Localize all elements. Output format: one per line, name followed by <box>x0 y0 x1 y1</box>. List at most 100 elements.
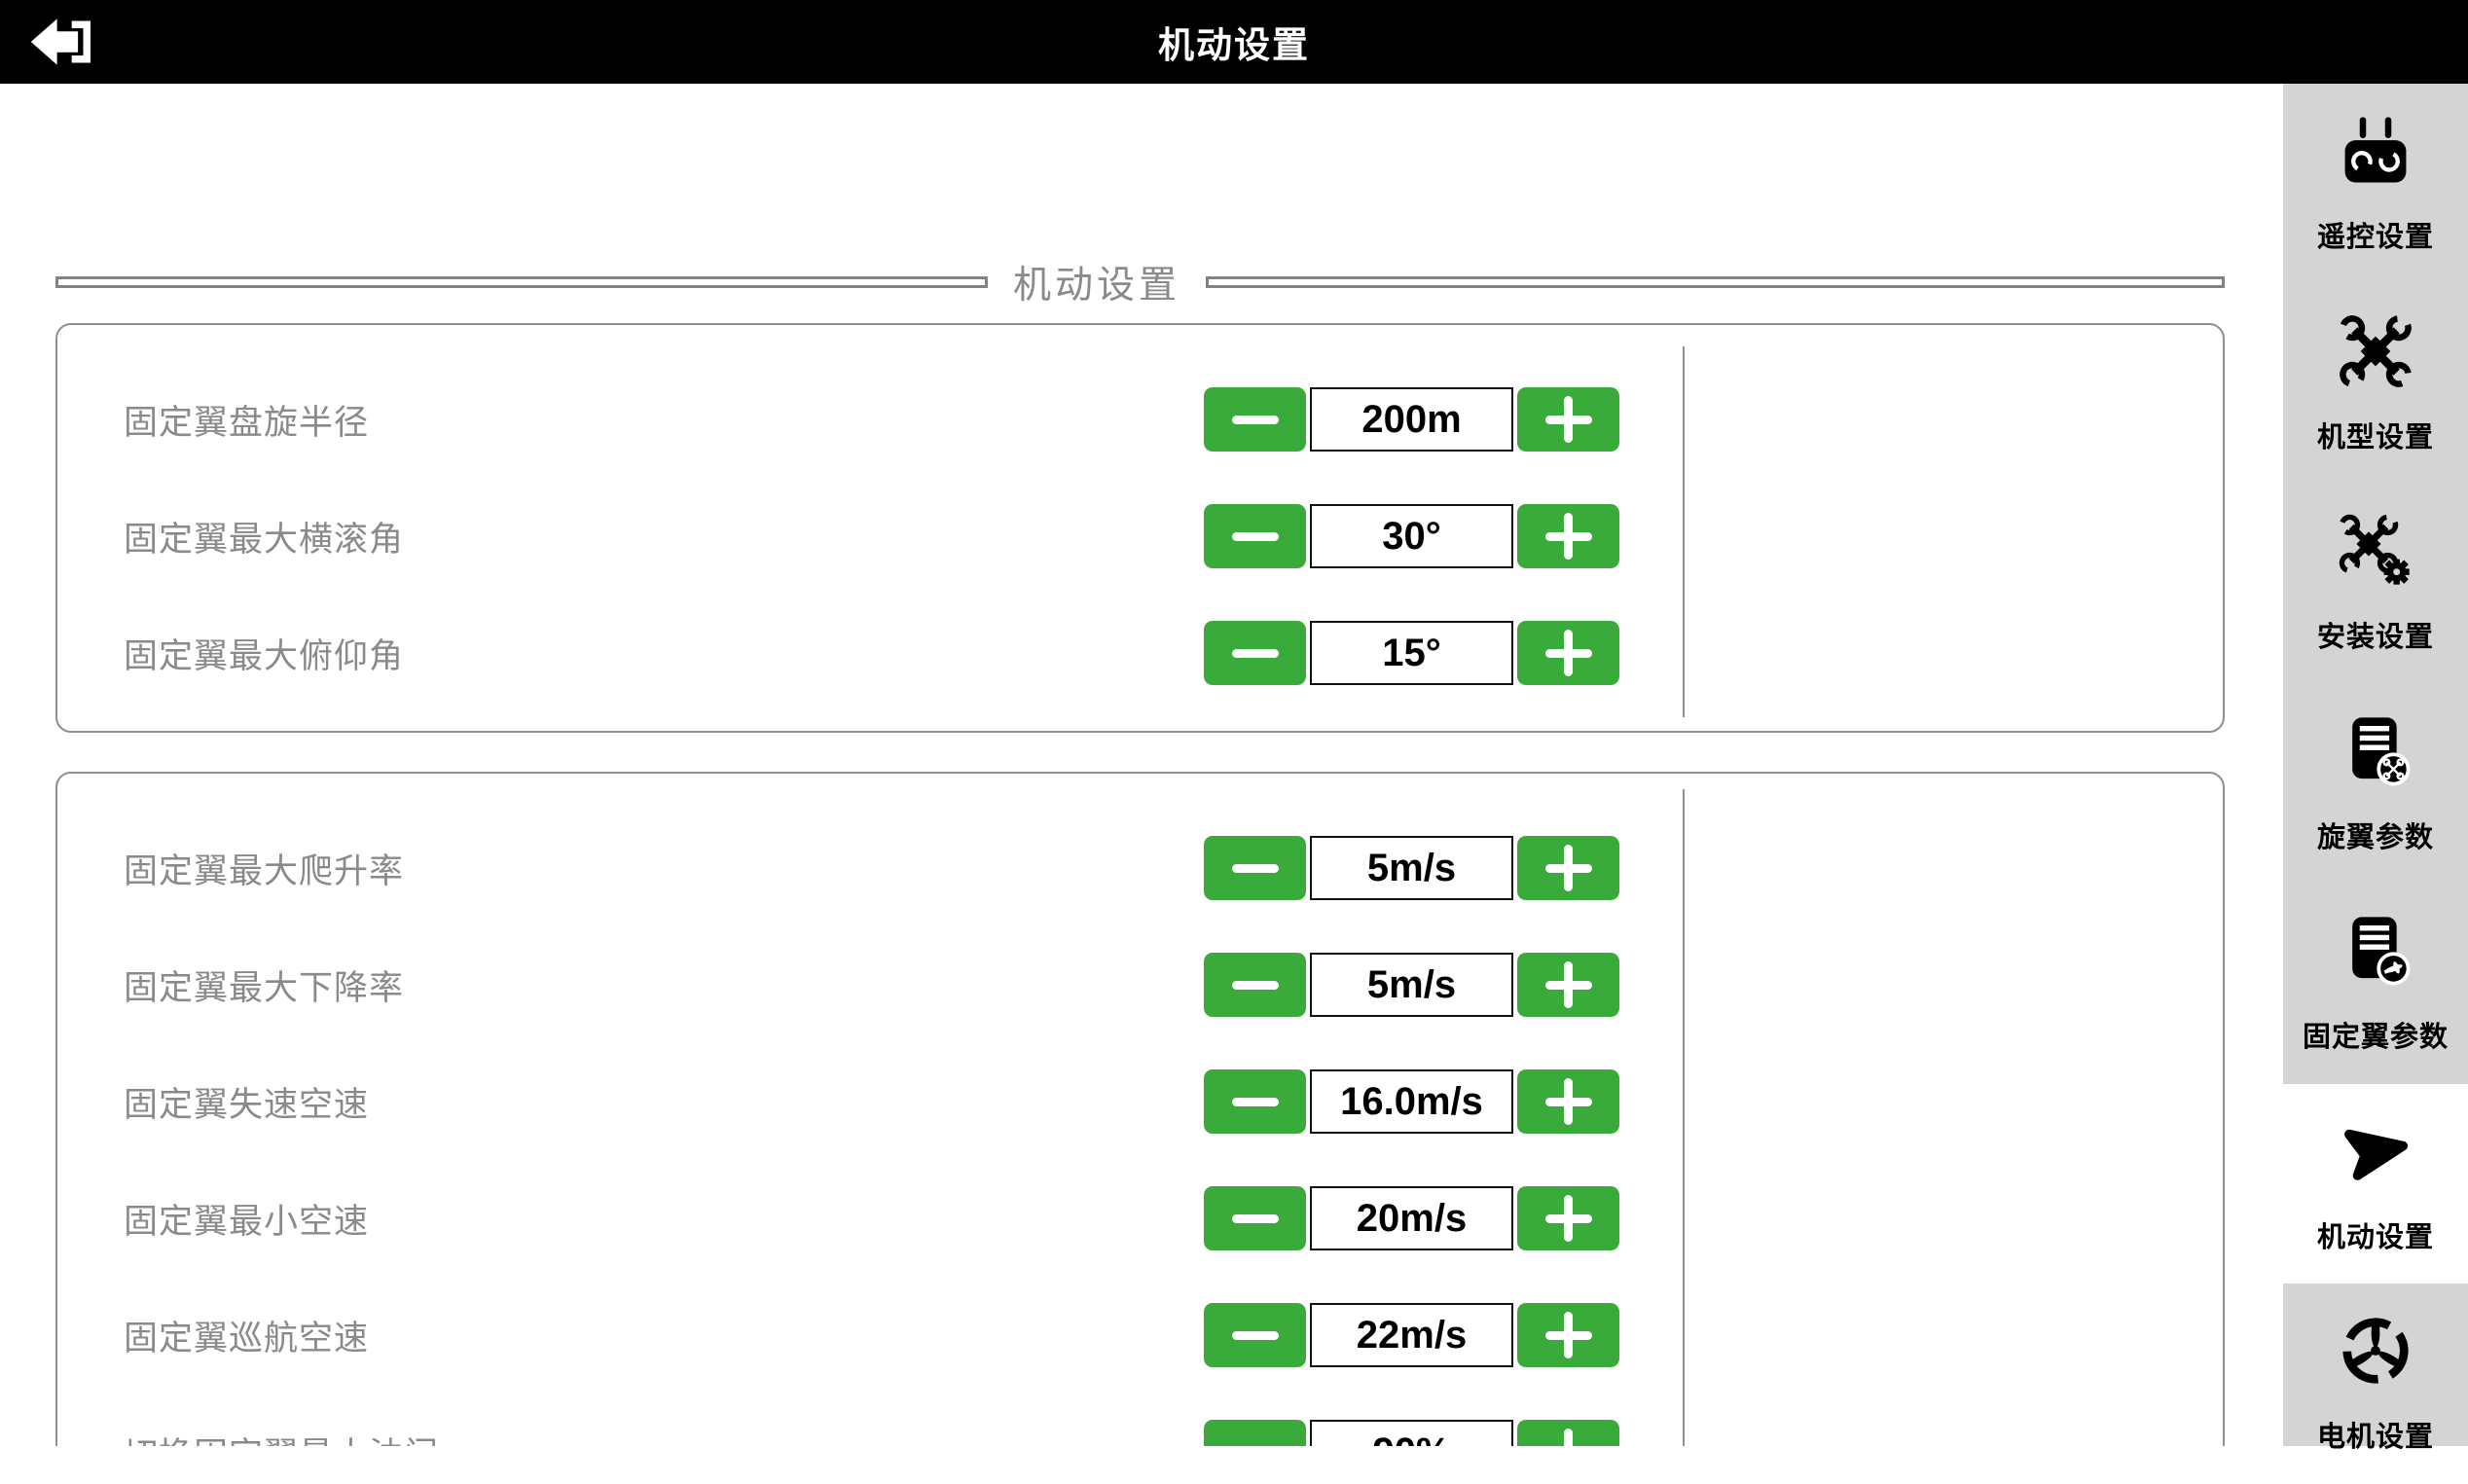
value-field[interactable]: 20m/s <box>1310 1186 1513 1250</box>
group-divider <box>1683 789 1685 1446</box>
setting-label: 固定翼失速空速 <box>124 1085 370 1124</box>
sidebar-item-label: 固定翼参数 <box>2302 1022 2449 1053</box>
plus-icon <box>1544 1078 1592 1125</box>
plus-icon <box>1544 396 1592 443</box>
sidebar-item-label: 旋翼参数 <box>2316 821 2434 853</box>
setting-row: 固定翼最大下降率 5m/s <box>57 926 2223 1043</box>
decrement-button[interactable] <box>1204 504 1306 568</box>
quadcopter-gear-icon <box>2338 513 2414 589</box>
decrement-button[interactable] <box>1204 621 1306 685</box>
setting-label: 固定翼最大下降率 <box>124 968 405 1007</box>
sidebar: 遥控设置 机型设置 <box>2283 84 2468 1453</box>
increment-button[interactable] <box>1517 1420 1619 1446</box>
value-field[interactable]: 5m/s <box>1310 836 1513 900</box>
value-stepper: 22m/s <box>1204 1303 1619 1367</box>
plus-icon <box>1544 630 1592 676</box>
sidebar-item-maneuver[interactable]: 机动设置 <box>2283 1083 2468 1284</box>
setting-label: 固定翼盘旋半径 <box>124 403 370 442</box>
decrement-button[interactable] <box>1204 1420 1306 1446</box>
increment-button[interactable] <box>1517 621 1619 685</box>
value-field[interactable]: 16.0m/s <box>1310 1069 1513 1134</box>
sidebar-item-fixedwing[interactable]: 固定翼参数 <box>2283 884 2468 1084</box>
minus-icon <box>1231 1097 1279 1106</box>
plus-icon <box>1544 961 1592 1008</box>
value-stepper: 5m/s <box>1204 953 1619 1017</box>
decrement-button[interactable] <box>1204 953 1306 1017</box>
setting-label: 固定翼最小空速 <box>124 1202 370 1241</box>
section-title: 机动设置 <box>1013 265 1181 307</box>
decrement-button[interactable] <box>1204 1303 1306 1367</box>
setting-row: 固定翼最大横滚角 30° <box>57 478 2223 595</box>
minus-icon <box>1231 863 1279 873</box>
setting-row: 固定翼最大爬升率 5m/s <box>57 810 2223 926</box>
settings-group-speeds: 固定翼最大爬升率 5m/s 固定翼最大下降率 5m/s 固定翼失速空速 <box>55 772 2225 1446</box>
back-button[interactable] <box>25 12 99 72</box>
increment-button[interactable] <box>1517 836 1619 900</box>
plus-icon <box>1544 1312 1592 1358</box>
value-field[interactable]: 90% <box>1310 1420 1513 1446</box>
setting-row: 切换固定翼最大油门 90% <box>57 1394 2223 1446</box>
increment-button[interactable] <box>1517 953 1619 1017</box>
value-stepper: 30° <box>1204 504 1619 568</box>
sidebar-item-label: 电机设置 <box>2316 1422 2434 1453</box>
value-stepper: 200m <box>1204 387 1619 452</box>
sidebar-item-label: 遥控设置 <box>2316 222 2434 253</box>
plus-icon <box>1545 1429 1592 1446</box>
page-title: 机动设置 <box>1158 25 1310 65</box>
setting-label: 固定翼最大俯仰角 <box>124 636 405 675</box>
decorative-line-left <box>55 276 988 288</box>
motor-propeller-icon <box>2338 1313 2414 1389</box>
sidebar-item-remote[interactable]: 遥控设置 <box>2283 84 2468 284</box>
minus-icon <box>1231 415 1279 424</box>
setting-label: 切换固定翼最大油门 <box>124 1428 439 1447</box>
setting-row: 固定翼盘旋半径 200m <box>57 361 2223 478</box>
plus-icon <box>1544 513 1592 560</box>
sidebar-item-rotor[interactable]: 旋翼参数 <box>2283 684 2468 885</box>
value-field[interactable]: 22m/s <box>1310 1303 1513 1367</box>
value-stepper: 20m/s <box>1204 1186 1619 1250</box>
minus-icon <box>1231 1213 1279 1223</box>
increment-button[interactable] <box>1517 1186 1619 1250</box>
increment-button[interactable] <box>1517 1303 1619 1367</box>
plus-icon <box>1544 1195 1592 1242</box>
value-field[interactable]: 30° <box>1310 504 1513 568</box>
settings-group-basic: 固定翼盘旋半径 200m 固定翼最大横滚角 30° 固定翼最大俯仰角 <box>55 323 2225 733</box>
decrement-button[interactable] <box>1204 1186 1306 1250</box>
setting-row: 固定翼巡航空速 22m/s <box>57 1277 2223 1394</box>
value-stepper: 5m/s <box>1204 836 1619 900</box>
minus-icon <box>1231 980 1279 990</box>
rotor-params-doc-icon <box>2338 713 2414 789</box>
setting-label: 固定翼最大爬升率 <box>124 851 405 890</box>
section-header: 机动设置 <box>55 257 2225 308</box>
paper-plane-icon <box>2338 1113 2414 1189</box>
sidebar-item-install[interactable]: 安装设置 <box>2283 484 2468 684</box>
quadcopter-icon <box>2338 313 2414 389</box>
setting-label: 固定翼巡航空速 <box>124 1319 370 1357</box>
sidebar-item-label: 安装设置 <box>2316 622 2434 653</box>
minus-icon <box>1231 531 1279 541</box>
minus-icon <box>1231 1330 1279 1340</box>
group-divider <box>1683 346 1685 717</box>
rc-transmitter-icon <box>2338 113 2414 189</box>
value-field[interactable]: 5m/s <box>1310 953 1513 1017</box>
setting-row: 固定翼失速空速 16.0m/s <box>57 1043 2223 1160</box>
top-bar: 机动设置 <box>0 0 2468 84</box>
decrement-button[interactable] <box>1204 836 1306 900</box>
plus-icon <box>1544 845 1592 891</box>
fixedwing-params-doc-icon <box>2338 913 2414 989</box>
main-panel: 机动设置 固定翼盘旋半径 200m 固定翼最大横滚角 30° <box>0 84 2283 1446</box>
value-field[interactable]: 200m <box>1310 387 1513 452</box>
value-stepper: 15° <box>1204 621 1619 685</box>
sidebar-item-model[interactable]: 机型设置 <box>2283 284 2468 485</box>
decrement-button[interactable] <box>1204 1069 1306 1134</box>
content-area: 机动设置 固定翼盘旋半径 200m 固定翼最大横滚角 30° <box>0 84 2468 1453</box>
minus-icon <box>1231 648 1279 658</box>
sidebar-item-label: 机型设置 <box>2316 421 2434 453</box>
sidebar-item-motor[interactable]: 电机设置 <box>2283 1284 2468 1484</box>
increment-button[interactable] <box>1517 1069 1619 1134</box>
value-field[interactable]: 15° <box>1310 621 1513 685</box>
decrement-button[interactable] <box>1204 387 1306 452</box>
increment-button[interactable] <box>1517 504 1619 568</box>
back-icon <box>27 14 97 70</box>
increment-button[interactable] <box>1517 387 1619 452</box>
